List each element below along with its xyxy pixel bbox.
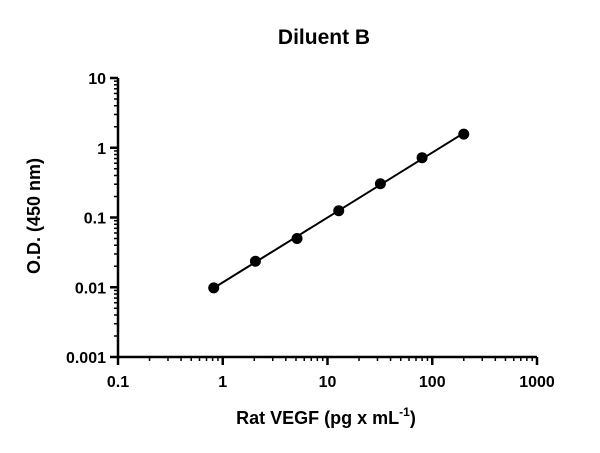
y-tick-label: 0.1 — [84, 211, 106, 228]
x-tick-label: 100 — [419, 374, 446, 391]
data-point — [458, 128, 470, 140]
x-tick-label: 1000 — [519, 374, 555, 391]
x-axis-label-superscript: -1 — [399, 405, 410, 419]
data-point — [208, 282, 220, 294]
y-tick-label: 0.01 — [75, 280, 106, 297]
data-point — [249, 255, 261, 267]
x-axis-label: Rat VEGF (pg x mL-1) — [236, 405, 416, 428]
y-tick-label: 0.001 — [66, 350, 106, 367]
data-point — [374, 178, 386, 190]
data-point — [333, 205, 345, 217]
y-tick-label: 1 — [97, 141, 106, 158]
x-tick-label: 0.1 — [107, 374, 129, 391]
data-points — [208, 128, 470, 294]
x-axis: 0.1 1 10 100 1000 — [107, 355, 555, 391]
x-tick-label: 1 — [218, 374, 227, 391]
x-tick-label: 10 — [319, 374, 337, 391]
x-axis-label-end: ) — [410, 408, 416, 428]
y-axis-label: O.D. (450 nm) — [24, 158, 44, 274]
data-point — [291, 232, 303, 244]
x-axis-label-main: Rat VEGF (pg x mL — [236, 408, 399, 428]
chart-title: Diluent B — [278, 26, 370, 49]
y-axis: 0.001 0.01 0.1 1 10 — [66, 71, 120, 367]
y-tick-label: 10 — [88, 71, 106, 88]
data-point — [416, 152, 428, 164]
